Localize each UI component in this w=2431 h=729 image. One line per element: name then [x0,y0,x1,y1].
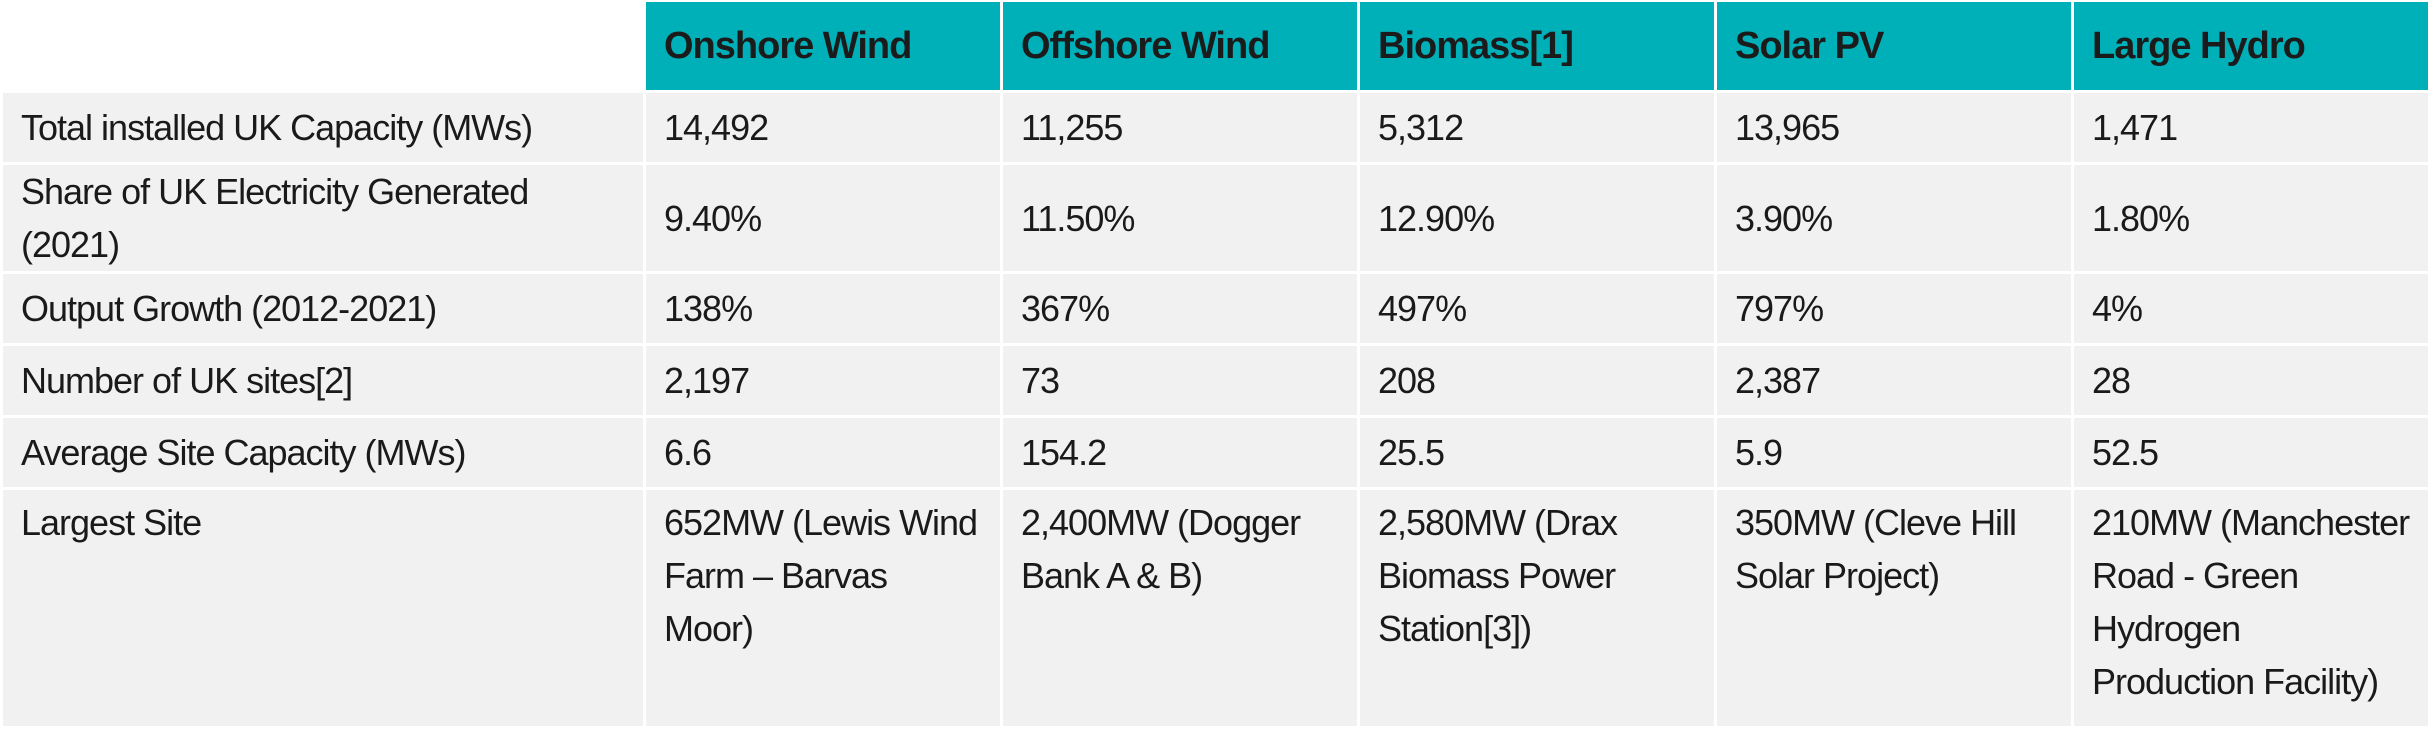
comparison-table-container: Onshore Wind Offshore Wind Biomass[1] So… [3,2,2428,726]
table-cell: 9.40% [646,165,1000,271]
row-label: Share of UK Electricity Generated (2021) [3,165,643,271]
table-row-average-site-capacity: Average Site Capacity (MWs) 6.6 154.2 25… [3,418,2428,487]
table-cell: 28 [2074,346,2428,415]
table-cell: 25.5 [1360,418,1714,487]
table-cell: 13,965 [1717,93,2071,162]
table-cell: 367% [1003,274,1357,343]
table-row-share-electricity: Share of UK Electricity Generated (2021)… [3,165,2428,271]
row-label: Number of UK sites[2] [3,346,643,415]
table-cell: 2,400MW (Dogger Bank A & B) [1003,490,1357,726]
table-row-total-capacity: Total installed UK Capacity (MWs) 14,492… [3,93,2428,162]
table-cell: 2,387 [1717,346,2071,415]
table-cell: 3.90% [1717,165,2071,271]
row-label: Total installed UK Capacity (MWs) [3,93,643,162]
column-header-offshore-wind: Offshore Wind [1003,2,1357,90]
table-cell: 2,197 [646,346,1000,415]
header-corner-cell [3,2,643,90]
table-cell: 14,492 [646,93,1000,162]
table-cell: 73 [1003,346,1357,415]
table-cell: 2,580MW (Drax Biomass Power Station[3]) [1360,490,1714,726]
table-row-output-growth: Output Growth (2012-2021) 138% 367% 497%… [3,274,2428,343]
table-cell: 11.50% [1003,165,1357,271]
table-row-number-of-sites: Number of UK sites[2] 2,197 73 208 2,387… [3,346,2428,415]
row-label: Output Growth (2012-2021) [3,274,643,343]
table-cell: 12.90% [1360,165,1714,271]
column-header-large-hydro: Large Hydro [2074,2,2428,90]
table-cell: 208 [1360,346,1714,415]
table-cell: 797% [1717,274,2071,343]
table-cell: 5,312 [1360,93,1714,162]
row-label: Average Site Capacity (MWs) [3,418,643,487]
table-cell: 652MW (Lewis Wind Farm – Barvas Moor) [646,490,1000,726]
table-cell: 497% [1360,274,1714,343]
column-header-biomass: Biomass[1] [1360,2,1714,90]
column-header-onshore-wind: Onshore Wind [646,2,1000,90]
table-cell: 154.2 [1003,418,1357,487]
table-cell: 210MW (Manchester Road - Green Hydrogen … [2074,490,2428,726]
table-cell: 6.6 [646,418,1000,487]
table-row-largest-site: Largest Site 652MW (Lewis Wind Farm – Ba… [3,490,2428,726]
table-cell: 4% [2074,274,2428,343]
table-cell: 11,255 [1003,93,1357,162]
header-row: Onshore Wind Offshore Wind Biomass[1] So… [3,2,2428,90]
table-cell: 1,471 [2074,93,2428,162]
table-cell: 138% [646,274,1000,343]
table-cell: 350MW (Cleve Hill Solar Project) [1717,490,2071,726]
table-cell: 1.80% [2074,165,2428,271]
table-cell: 52.5 [2074,418,2428,487]
row-label: Largest Site [3,490,643,726]
column-header-solar-pv: Solar PV [1717,2,2071,90]
table-cell: 5.9 [1717,418,2071,487]
